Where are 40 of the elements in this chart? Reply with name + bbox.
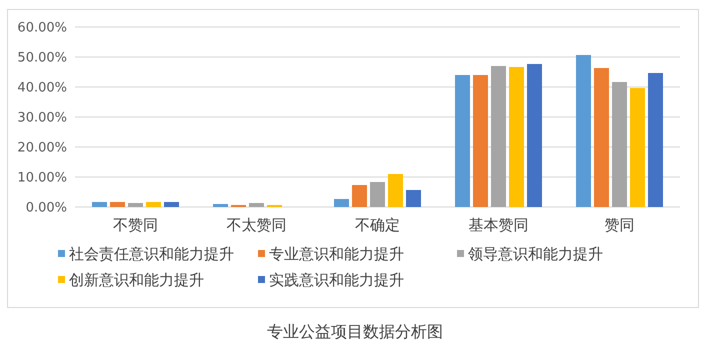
- bar: [576, 54, 591, 207]
- x-tick-label: 赞同: [604, 216, 634, 234]
- bar: [110, 202, 125, 207]
- bar: [164, 202, 179, 207]
- legend-label: 实践意识和能力提升: [269, 271, 404, 289]
- bar: [128, 203, 143, 207]
- bar: [146, 202, 161, 207]
- bar: [213, 204, 228, 207]
- y-tick-label: 40.00%: [17, 80, 67, 96]
- legend-label: 专业意识和能力提升: [269, 245, 404, 263]
- bar: [630, 88, 645, 207]
- x-tick-label: 不太赞同: [226, 216, 286, 234]
- bar: [612, 82, 627, 207]
- bar: [527, 64, 542, 207]
- bar: [388, 174, 403, 207]
- bar: [473, 75, 488, 207]
- bar: [334, 198, 349, 207]
- bar: [370, 182, 385, 207]
- legend-label: 领导意识和能力提升: [468, 245, 603, 263]
- bar: [249, 203, 264, 207]
- y-tick-label: 10.00%: [17, 170, 67, 186]
- legend-label: 创新意识和能力提升: [69, 271, 204, 289]
- y-tick-label: 30.00%: [17, 110, 67, 126]
- bar: [594, 68, 609, 207]
- bar: [648, 72, 663, 207]
- x-tick-label: 不赞同: [113, 216, 158, 234]
- legend-label: 社会责任意识和能力提升: [69, 245, 234, 263]
- y-tick-label: 20.00%: [17, 140, 67, 156]
- bar: [491, 66, 506, 207]
- bar: [352, 185, 367, 207]
- y-tick-label: 60.00%: [17, 20, 67, 36]
- bar: [92, 202, 107, 207]
- y-tick-label: 0.00%: [26, 200, 67, 216]
- bar: [509, 66, 524, 207]
- bar: [406, 190, 421, 207]
- y-tick-label: 50.00%: [17, 50, 67, 66]
- x-tick-label: 基本赞同: [468, 216, 528, 234]
- bar: [455, 75, 470, 207]
- x-tick-label: 不确定: [355, 216, 400, 234]
- text: 专业公益项目数据分析图: [267, 322, 443, 341]
